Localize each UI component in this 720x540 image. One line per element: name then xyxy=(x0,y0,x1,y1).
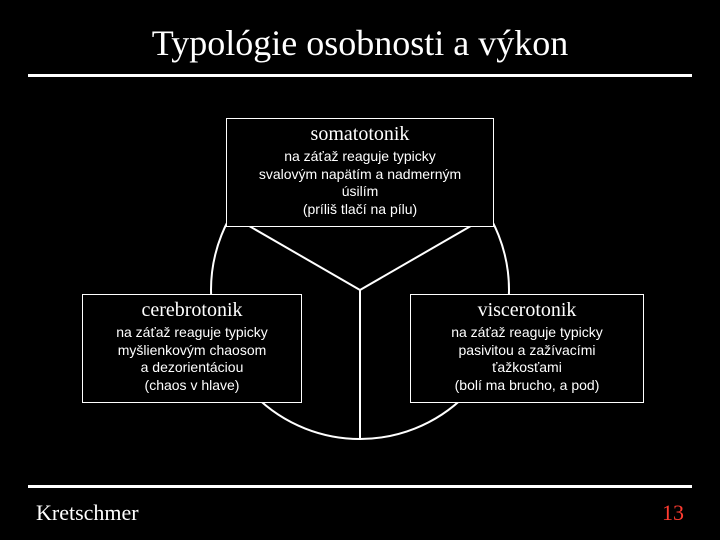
box-heading: somatotonik xyxy=(235,123,485,146)
box-heading: cerebrotonik xyxy=(91,299,293,322)
box-cerebrotonik: cerebrotonik na záťaž reaguje typicky my… xyxy=(82,294,302,403)
box-body: na záťaž reaguje typicky pasivitou a zaž… xyxy=(419,324,635,394)
page-title: Typológie osobnosti a výkon xyxy=(0,0,720,74)
footer-author: Kretschmer xyxy=(36,500,139,526)
box-body: na záťaž reaguje typicky svalovým napätí… xyxy=(235,148,485,218)
box-body: na záťaž reaguje typicky myšlienkovým ch… xyxy=(91,324,293,394)
divider-bottom xyxy=(28,485,692,488)
box-somatotonik: somatotonik na záťaž reaguje typicky sva… xyxy=(226,118,494,227)
spoke-1 xyxy=(359,290,361,440)
page-number: 13 xyxy=(662,500,684,526)
diagram-stage: somatotonik na záťaž reaguje typicky sva… xyxy=(0,100,720,480)
box-heading: viscerotonik xyxy=(419,299,635,322)
box-viscerotonik: viscerotonik na záťaž reaguje typicky pa… xyxy=(410,294,644,403)
divider-top xyxy=(28,74,692,77)
